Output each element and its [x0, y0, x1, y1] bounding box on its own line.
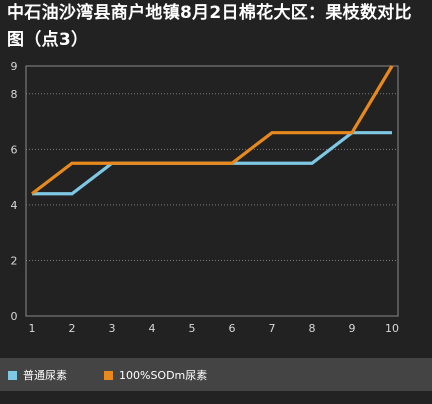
- chart-title: 中石油沙湾县商户地镇8月2日棉花大区：果枝数对比图（点3）: [7, 3, 412, 50]
- series-layer: [31, 65, 394, 196]
- x-tick-label-6: 6: [229, 322, 236, 335]
- legend-swatch-series-1: [8, 370, 17, 380]
- x-tick-label-2: 2: [69, 322, 76, 335]
- x-tick-label-4: 4: [149, 322, 156, 335]
- y-tick-label-9: 9: [11, 60, 18, 73]
- y-tick-label-2: 2: [11, 254, 18, 267]
- x-tick-label-5: 5: [189, 322, 196, 335]
- legend-swatch-series-2: [104, 370, 113, 380]
- y-tick-label-8: 8: [11, 88, 18, 101]
- legend-label-series-1: 普通尿素: [23, 369, 67, 382]
- plot-area: 0 2 4 6 8 9 1 2 3 4 5 6 7 8 9 10: [11, 60, 400, 335]
- plot-frame: [25, 65, 399, 317]
- y-axis-ticks: 0 2 4 6 8 9: [11, 60, 18, 323]
- x-tick-label-3: 3: [109, 322, 116, 335]
- x-axis-ticks: 1 2 3 4 5 6 7 8 9 10: [29, 322, 400, 335]
- y-tick-label-4: 4: [11, 199, 18, 212]
- x-tick-label-9: 9: [349, 322, 356, 335]
- y-tick-label-0: 0: [11, 310, 18, 323]
- grid-layer: [26, 93, 398, 261]
- y-tick-label-6: 6: [11, 143, 18, 156]
- x-tick-label-8: 8: [309, 322, 316, 335]
- series-line-2: [31, 65, 394, 196]
- x-tick-label-1: 1: [29, 322, 36, 335]
- x-tick-label-7: 7: [269, 322, 276, 335]
- legend-label-series-2: 100%SODm尿素: [119, 369, 208, 382]
- legend-item-series-2[interactable]: 100%SODm尿素: [104, 368, 207, 382]
- x-tick-label-10: 10: [385, 322, 399, 335]
- legend-item-series-1[interactable]: 普通尿素: [8, 368, 67, 382]
- legend: 普通尿素 100%SODm尿素: [0, 358, 432, 391]
